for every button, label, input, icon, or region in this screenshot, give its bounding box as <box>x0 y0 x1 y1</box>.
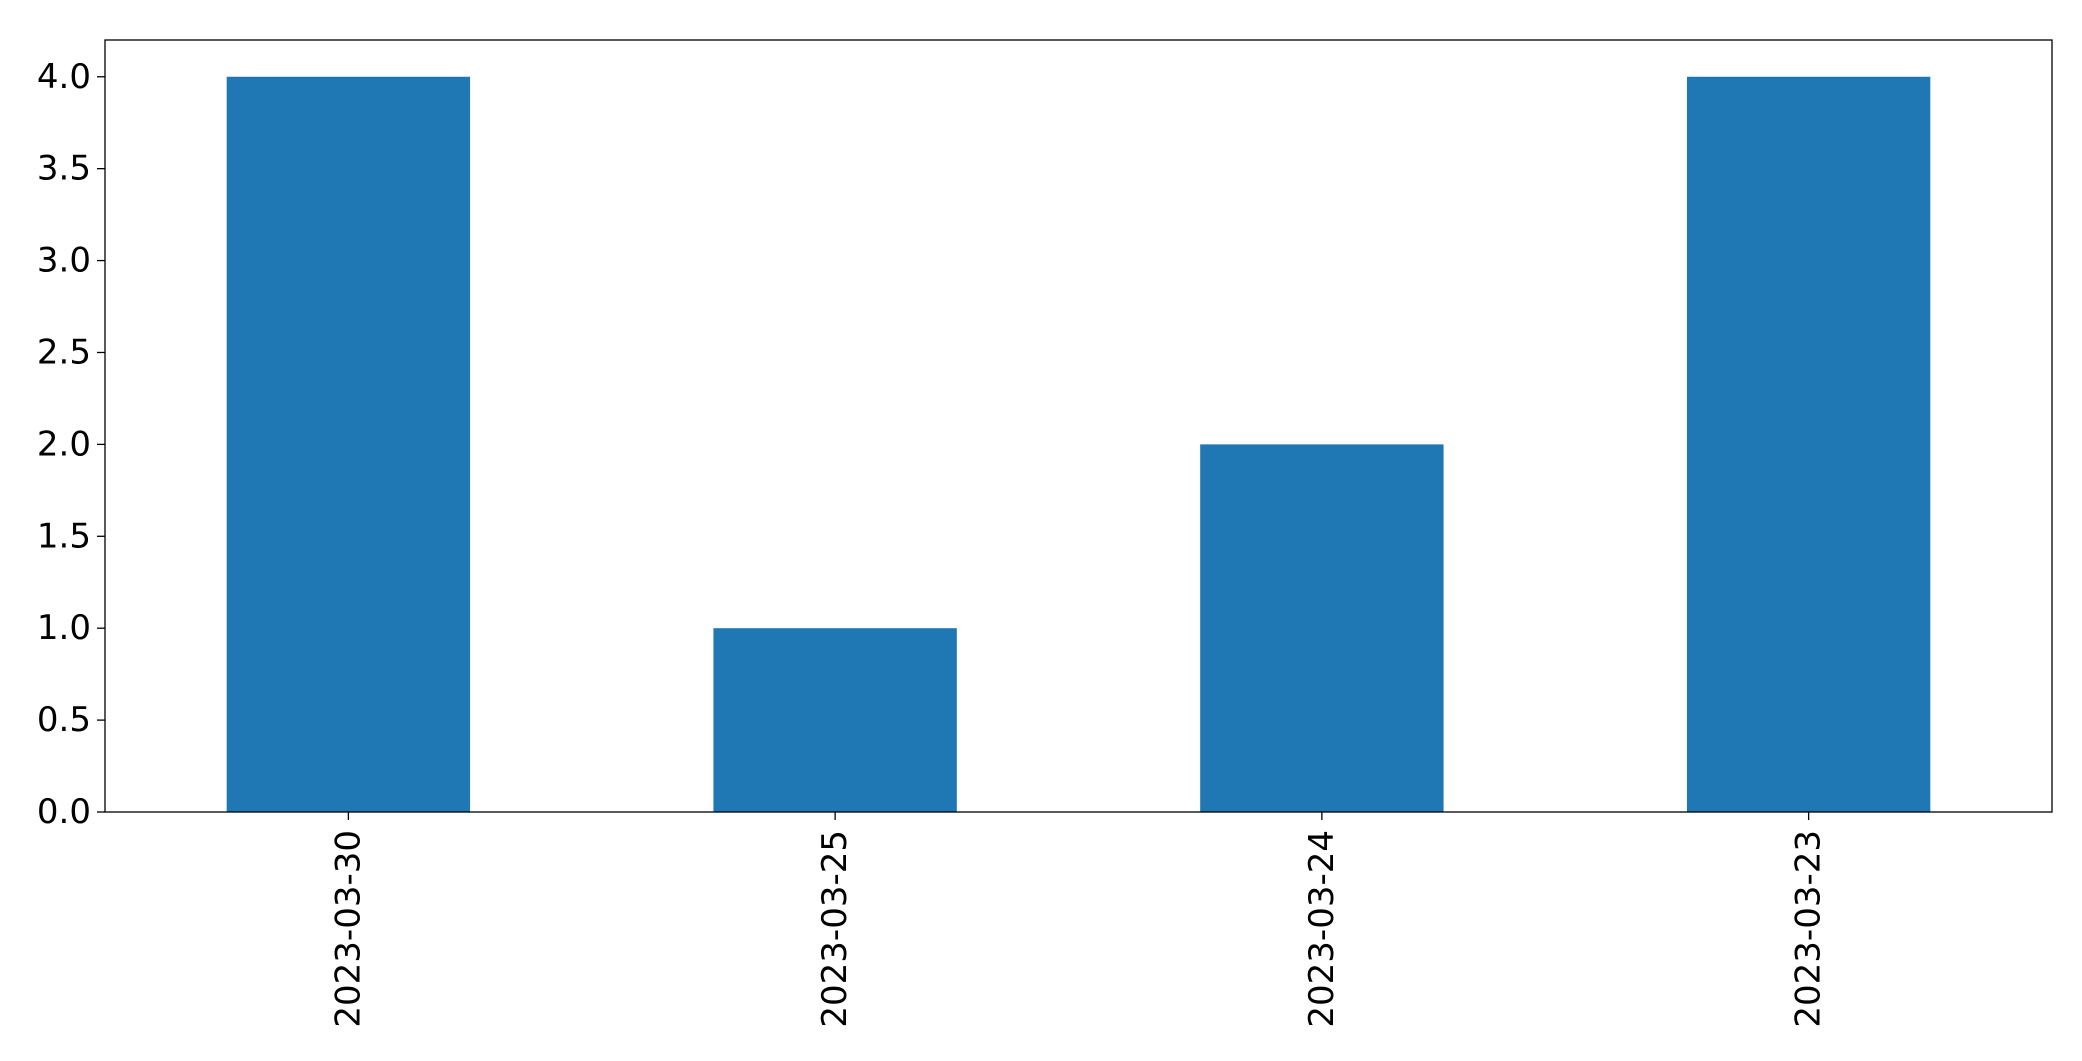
y-tick-label: 3.5 <box>37 149 91 189</box>
x-tick-label: 2023-03-24 <box>1302 830 1342 1028</box>
bar-2023-03-23 <box>1686 76 1931 812</box>
bar-2023-03-24 <box>1200 444 1444 812</box>
y-axis: 0.0 0.5 1.0 1.5 2.0 2.5 3.0 3.5 4.0 <box>37 57 105 832</box>
plot-frame <box>104 39 2053 813</box>
y-tick-label: 2.5 <box>37 332 91 372</box>
y-tick-label: 0.0 <box>37 792 91 832</box>
y-tick-label: 4.0 <box>37 57 91 97</box>
x-tick-label: 2023-03-25 <box>815 830 855 1028</box>
bar-2023-03-25 <box>713 628 957 812</box>
x-tick-label: 2023-03-23 <box>1789 830 1829 1028</box>
y-tick-label: 1.5 <box>37 516 91 556</box>
bar-2023-03-30 <box>226 76 471 812</box>
y-tick-label: 3.0 <box>37 241 91 281</box>
bars-group <box>226 76 1931 812</box>
x-tick-label: 2023-03-30 <box>328 830 368 1028</box>
x-axis: 2023-03-30 2023-03-25 2023-03-24 2023-03-23 <box>328 812 1829 1028</box>
y-tick-label: 1.0 <box>37 608 91 648</box>
y-tick-label: 2.0 <box>37 424 91 464</box>
y-tick-label: 0.5 <box>37 700 91 740</box>
